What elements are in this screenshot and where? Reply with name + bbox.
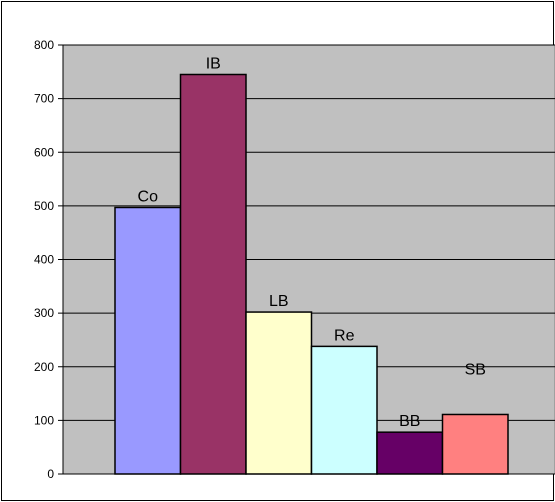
y-tick-label: 300 (34, 306, 54, 320)
bar-co (114, 206, 182, 475)
y-tick-label: 500 (34, 199, 54, 213)
bar-ib (179, 73, 247, 475)
bar-label-bb: BB (399, 413, 420, 430)
y-tick-label: 700 (34, 92, 54, 106)
y-axis: 0 100 200 300 400 500 600 700 800 (34, 38, 64, 481)
y-tick-label: 400 (34, 253, 54, 267)
bars (114, 73, 509, 475)
bar-label-ib: IB (206, 55, 221, 72)
bar-label-sb: SB (465, 361, 486, 378)
bar-label-lb: LB (269, 293, 289, 310)
y-tick-label: 200 (34, 360, 54, 374)
bar-bb (376, 431, 444, 475)
y-tick-label: 0 (47, 467, 54, 481)
y-tick-label: 800 (34, 38, 54, 52)
bar-lb (245, 311, 313, 475)
bar-label-re: Re (334, 327, 355, 344)
bar-label-co: Co (138, 188, 159, 205)
bar-sb (441, 413, 509, 475)
y-tick-label: 100 (34, 413, 54, 427)
bar-labels: Co IB LB Re BB SB (138, 55, 486, 430)
y-tick-label: 600 (34, 145, 54, 159)
bar-re (310, 345, 378, 475)
